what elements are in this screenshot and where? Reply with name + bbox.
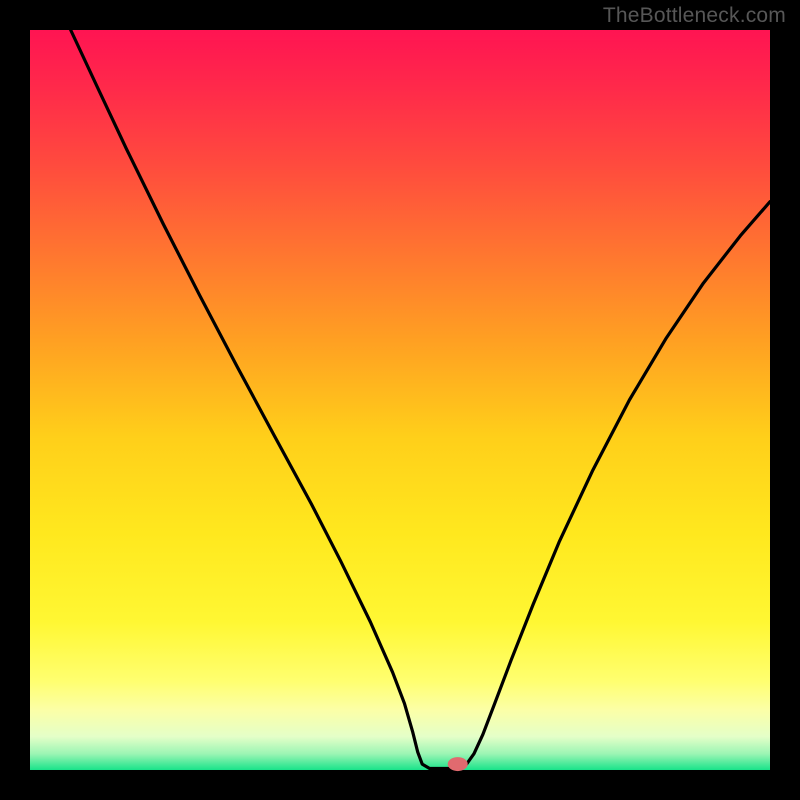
watermark-text: TheBottleneck.com bbox=[603, 4, 786, 28]
bottleneck-chart bbox=[0, 0, 800, 800]
heatmap-gradient bbox=[30, 30, 770, 770]
chart-container: TheBottleneck.com bbox=[0, 0, 800, 800]
current-config-marker bbox=[448, 757, 468, 771]
